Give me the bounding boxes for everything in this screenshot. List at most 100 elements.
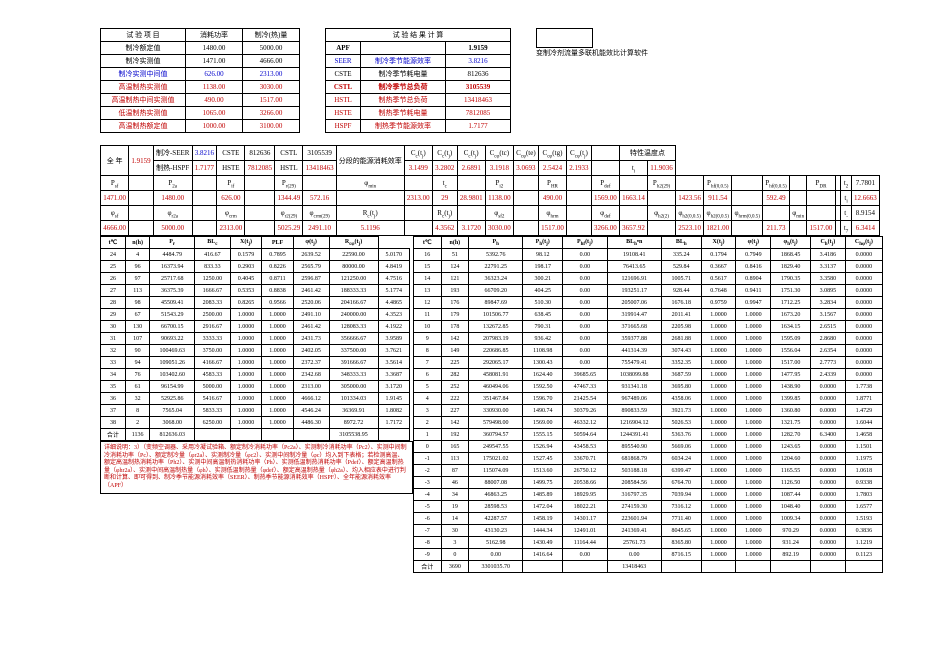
rt-c: 5363.76 (661, 429, 701, 441)
m1-0: 制冷-SEER (153, 146, 192, 161)
lt-c: 1.0000 (262, 405, 293, 417)
lt-c: 2596.87 (293, 273, 329, 285)
tr-label: 制热季节总负荷 (361, 94, 446, 107)
lt-c: 240000.00 (329, 309, 378, 321)
rt-c: 1.7803 (845, 489, 882, 501)
rt-h: Ph (469, 237, 523, 249)
rt-c: 0.0000 (810, 537, 845, 549)
mid-cell (619, 206, 647, 221)
lt-c: 94 (125, 357, 150, 369)
tl-label: 高温制热实测值 (101, 81, 186, 94)
rt-c (563, 561, 608, 573)
rt-c: 0.9759 (701, 297, 736, 309)
c3: Ccφ(tc) (485, 146, 513, 161)
mid-cell: 1480.00 (153, 191, 192, 206)
lt-c: 1.0000 (262, 357, 293, 369)
lt-c: 1.7172 (378, 417, 409, 429)
rt-c: 76413.65 (607, 261, 661, 273)
rt-h: BLh•n (607, 237, 661, 249)
m2-3: 7812085 (245, 161, 275, 176)
mid-cell (245, 191, 275, 206)
rt-c: 14 (441, 513, 469, 525)
rt-c: 1.0000 (701, 429, 736, 441)
tr-val: 3105539 (446, 81, 511, 94)
rt-c (701, 561, 736, 573)
mid-cell: Pdef (591, 176, 619, 191)
rt-c: 1.0000 (701, 513, 736, 525)
rt-c: 0.0000 (810, 453, 845, 465)
rt-c: 142 (441, 417, 469, 429)
hdr-power: 消耗功率 (186, 29, 243, 42)
lt-c: 0.7895 (262, 249, 293, 261)
lt-h: t℃ (101, 237, 126, 249)
rt-c: 13 (414, 285, 442, 297)
rt-c: 10 (414, 321, 442, 333)
c0: Cc(tj) (404, 146, 432, 161)
lt-c: 5833.33 (195, 405, 231, 417)
mid-cell: P2a (153, 176, 192, 191)
rt-c: 0.0000 (845, 357, 882, 369)
mid-cell (129, 221, 154, 236)
tr-code: HSTE (326, 107, 361, 120)
rt-c: 1.0000 (736, 321, 771, 333)
mid-cell (567, 221, 592, 236)
footnote: 详细说明：3）（变频空调器、采用冷凝试验箱、额定制冷消耗功率（Pc2a）、实测制… (100, 441, 413, 494)
lt-c: 36375.39 (150, 285, 195, 297)
rt-c: 8 (414, 345, 442, 357)
rt-c: 178 (441, 321, 469, 333)
rt-c: 292065.17 (469, 357, 523, 369)
rt-c: 252 (441, 381, 469, 393)
mid-cell: 29 (432, 191, 457, 206)
mid-cell (789, 176, 806, 191)
rt-c: 1.0000 (701, 369, 736, 381)
lt-c: 2342.68 (293, 369, 329, 381)
lt-c: 2372.37 (293, 357, 329, 369)
rt-c: 1087.44 (771, 489, 811, 501)
lt-c: 1.0000 (262, 393, 293, 405)
lt-c: 37 (101, 405, 126, 417)
lt-c: 24 (101, 249, 126, 261)
rt-c: 1.0000 (701, 453, 736, 465)
rt-c: 0 (414, 441, 442, 453)
lt-c: 3105538.95 (329, 429, 378, 441)
mid-cell: 3657.92 (619, 221, 647, 236)
top-section: 试 验 项 目 消耗功率 制冷(热)量 制冷额定值1480.005000.00制… (100, 28, 945, 133)
lt-h: X(tj) (230, 237, 261, 249)
rt-h: φh(tj) (771, 237, 811, 249)
rt-c: -6 (414, 513, 442, 525)
rt-c: 3695.80 (661, 381, 701, 393)
lt-c: 3.5614 (378, 357, 409, 369)
tl-label: 制冷额定值 (101, 42, 186, 55)
lt-c: 305000.00 (329, 381, 378, 393)
lt-c: 35 (101, 381, 126, 393)
lt-h: PLF (262, 237, 293, 249)
lt-c: 32 (101, 345, 126, 357)
year-label: 全 年 (101, 146, 129, 176)
tl-a: 626.00 (186, 68, 243, 81)
mid-cell (789, 221, 806, 236)
m1-5: 3105539 (303, 146, 336, 161)
mid-cell: 592.49 (763, 191, 790, 206)
lt-c: 1.0000 (230, 333, 261, 345)
lt-c: 合计 (101, 429, 126, 441)
rt-c: -9 (414, 549, 442, 561)
rt-h: n(h) (441, 237, 469, 249)
mid-cell: 1821.00 (704, 221, 732, 236)
rt-c: 1.0000 (736, 429, 771, 441)
lt-c: 80000.00 (329, 261, 378, 273)
rt-c: 18022.21 (563, 501, 608, 513)
lt-c: 0.1579 (230, 249, 261, 261)
rt-c: 0.0000 (845, 321, 882, 333)
rt-c: 1829.40 (771, 261, 811, 273)
lt-c: 0.2903 (230, 261, 261, 273)
lt-c: 51543.29 (150, 309, 195, 321)
rt-c: 1416.64 (523, 549, 563, 561)
mid-cell (336, 191, 404, 206)
rt-c: 14 (414, 273, 442, 285)
m1-2: CSTE (217, 146, 245, 161)
rt-c: 460494.06 (469, 381, 523, 393)
lt-c: 1.0000 (230, 393, 261, 405)
lt-c: 1666.67 (195, 285, 231, 297)
mid-cell: 28.9801 (457, 191, 485, 206)
c4: Ccφ(te) (513, 146, 538, 161)
